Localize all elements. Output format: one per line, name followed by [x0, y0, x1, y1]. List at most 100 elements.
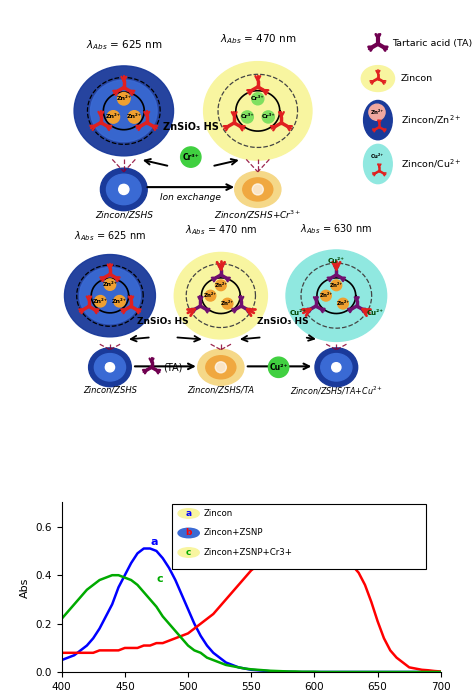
Ellipse shape: [100, 168, 147, 211]
Text: Cu²⁺: Cu²⁺: [290, 310, 306, 316]
Circle shape: [332, 362, 341, 372]
Text: c: c: [156, 574, 163, 584]
Text: Zn²⁺: Zn²⁺: [214, 283, 228, 288]
Text: (TA): (TA): [163, 362, 182, 372]
Ellipse shape: [89, 348, 131, 387]
Ellipse shape: [235, 171, 281, 207]
Circle shape: [369, 148, 385, 164]
Text: $\lambda_{Abs}$ = 470 nm: $\lambda_{Abs}$ = 470 nm: [219, 33, 296, 46]
Circle shape: [119, 185, 124, 190]
Text: Zn²⁺: Zn²⁺: [204, 293, 217, 298]
Circle shape: [320, 290, 331, 301]
Circle shape: [181, 147, 201, 167]
Circle shape: [114, 295, 125, 307]
Circle shape: [215, 362, 227, 373]
Text: Zn²⁺: Zn²⁺: [337, 301, 349, 306]
Text: ZnSiO₃ HS: ZnSiO₃ HS: [257, 317, 309, 326]
Ellipse shape: [315, 348, 358, 387]
FancyBboxPatch shape: [172, 504, 426, 569]
Ellipse shape: [94, 353, 126, 381]
Ellipse shape: [243, 178, 273, 201]
Text: b: b: [185, 529, 192, 538]
Text: Zincon/Zn$^{2+}$: Zincon/Zn$^{2+}$: [401, 114, 461, 126]
Circle shape: [216, 280, 226, 290]
Text: $\lambda_{Abs}$ = 470 nm: $\lambda_{Abs}$ = 470 nm: [185, 223, 257, 237]
Text: Zincon/ZSHS: Zincon/ZSHS: [95, 211, 153, 219]
Text: Zn²⁺: Zn²⁺: [93, 299, 108, 304]
Circle shape: [268, 357, 289, 378]
Circle shape: [104, 279, 116, 290]
Text: Cu²⁺: Cu²⁺: [370, 154, 383, 159]
Text: Zn²⁺: Zn²⁺: [221, 301, 234, 306]
Circle shape: [205, 290, 216, 301]
Text: $\lambda_{Abs}$ = 625 nm: $\lambda_{Abs}$ = 625 nm: [74, 229, 146, 243]
Circle shape: [332, 363, 337, 367]
Text: c: c: [186, 548, 191, 557]
Text: ZnSiO₃ HS: ZnSiO₃ HS: [163, 122, 219, 132]
Text: Zincon+ZSNP: Zincon+ZSNP: [204, 529, 264, 538]
Text: Zn²⁺: Zn²⁺: [370, 109, 383, 115]
Circle shape: [241, 111, 253, 123]
Ellipse shape: [286, 250, 387, 342]
Ellipse shape: [107, 174, 141, 204]
Text: Cr³⁺: Cr³⁺: [182, 152, 199, 161]
Ellipse shape: [361, 66, 394, 91]
Ellipse shape: [364, 100, 392, 140]
Circle shape: [118, 184, 129, 195]
Text: Zincon/ZSHS: Zincon/ZSHS: [83, 386, 137, 395]
Text: Zincon/ZSHS+Cr$^{3+}$: Zincon/ZSHS+Cr$^{3+}$: [214, 209, 301, 221]
Ellipse shape: [91, 80, 157, 141]
Text: $\lambda_{Abs}$ = 625 nm: $\lambda_{Abs}$ = 625 nm: [86, 38, 162, 52]
Text: Cu²⁺: Cu²⁺: [366, 310, 383, 316]
Circle shape: [369, 104, 385, 121]
Text: ZnSiO₃ HS: ZnSiO₃ HS: [137, 317, 189, 326]
Ellipse shape: [364, 144, 392, 184]
Text: Cr³⁺: Cr³⁺: [240, 114, 254, 119]
Text: Zn²⁺: Zn²⁺: [112, 299, 127, 304]
Text: Zn²⁺: Zn²⁺: [102, 282, 118, 287]
Text: Zn²⁺: Zn²⁺: [106, 114, 121, 119]
Text: Zincon/ZSHS/TA: Zincon/ZSHS/TA: [187, 386, 255, 395]
Text: Cr³⁺: Cr³⁺: [262, 114, 275, 119]
Ellipse shape: [74, 66, 173, 156]
Circle shape: [252, 93, 264, 105]
Circle shape: [331, 280, 342, 290]
Text: Zn²⁺: Zn²⁺: [127, 114, 142, 119]
Circle shape: [118, 92, 130, 105]
Text: Zincon/ZSHS/TA+Cu$^{2+}$: Zincon/ZSHS/TA+Cu$^{2+}$: [290, 384, 383, 396]
Text: Cu²⁺: Cu²⁺: [328, 258, 345, 263]
Text: Zincon+ZSNP+Cr3+: Zincon+ZSNP+Cr3+: [204, 548, 293, 557]
Circle shape: [222, 298, 233, 309]
Ellipse shape: [204, 62, 312, 160]
Text: $\lambda_{Abs}$ = 630 nm: $\lambda_{Abs}$ = 630 nm: [301, 222, 373, 236]
Text: Cr³⁺: Cr³⁺: [251, 96, 264, 101]
Circle shape: [106, 363, 110, 367]
Text: b: b: [355, 552, 363, 563]
Text: Tartaric acid (TA): Tartaric acid (TA): [392, 40, 472, 49]
Ellipse shape: [206, 356, 236, 379]
Y-axis label: Abs: Abs: [20, 577, 30, 597]
Ellipse shape: [198, 349, 244, 385]
Text: a: a: [150, 537, 157, 547]
Ellipse shape: [321, 353, 352, 381]
Text: Zn²⁺: Zn²⁺: [319, 293, 332, 298]
Text: Ion exchange: Ion exchange: [160, 193, 221, 202]
Ellipse shape: [64, 254, 155, 337]
Circle shape: [178, 509, 199, 518]
Text: Zn²⁺: Zn²⁺: [116, 96, 131, 101]
Ellipse shape: [174, 252, 267, 339]
Text: Zincon: Zincon: [204, 509, 233, 518]
Circle shape: [107, 111, 119, 123]
Circle shape: [128, 111, 141, 123]
Text: Zn²⁺: Zn²⁺: [330, 283, 343, 288]
Circle shape: [262, 111, 274, 123]
Circle shape: [337, 298, 348, 309]
Circle shape: [105, 362, 115, 372]
Text: Zincon/Cu$^{2+}$: Zincon/Cu$^{2+}$: [401, 158, 462, 170]
Circle shape: [178, 528, 199, 538]
Text: Cu²⁺: Cu²⁺: [269, 363, 288, 371]
Circle shape: [178, 547, 199, 557]
Text: Zincon: Zincon: [401, 74, 433, 83]
Ellipse shape: [80, 267, 140, 324]
Circle shape: [252, 184, 264, 195]
